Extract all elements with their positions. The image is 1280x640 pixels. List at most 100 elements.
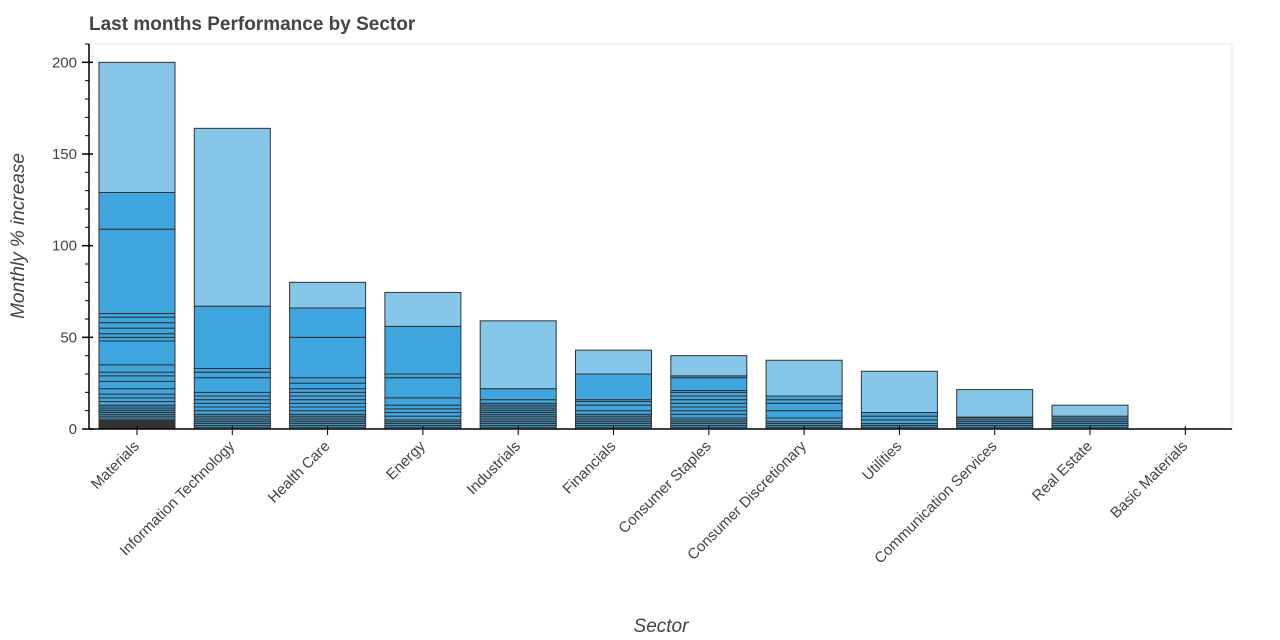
- bar-segment: [860, 370, 938, 413]
- bar-segment: [670, 391, 748, 397]
- bar-information-technology: [193, 127, 271, 430]
- bar-segment: [98, 340, 176, 366]
- bar-segment: [98, 333, 176, 338]
- bar-segment: [193, 402, 271, 408]
- bar-segment: [1051, 404, 1129, 417]
- bar-consumer-staples: [670, 355, 748, 430]
- bar-segment: [193, 377, 271, 393]
- bar-energy: [384, 291, 462, 430]
- bar-segment: [860, 412, 938, 417]
- bar-segment: [193, 391, 271, 397]
- bar-segment: [98, 327, 176, 335]
- bar-segment: [98, 371, 176, 377]
- bar-segment: [670, 406, 748, 412]
- bar-segment: [289, 388, 367, 393]
- bars: [98, 61, 1129, 430]
- bar-segment: [289, 307, 367, 338]
- bar-segment: [98, 397, 176, 403]
- bar-segment: [765, 399, 843, 404]
- bar-segment: [384, 404, 462, 410]
- bar-real-estate: [1051, 404, 1129, 430]
- x-axis-label: Sector: [634, 616, 690, 637]
- bar-segment: [98, 393, 176, 399]
- bar-financials: [575, 349, 652, 430]
- bar-segment: [765, 410, 843, 419]
- y-axis-label: Monthly % increase: [8, 153, 29, 319]
- bar-segment: [98, 192, 176, 230]
- bar-segment: [289, 281, 367, 309]
- bar-industrials: [479, 320, 557, 430]
- bar-segment: [98, 228, 176, 315]
- bar-segment: [670, 410, 748, 415]
- bar-segment: [479, 388, 557, 401]
- bar-segment: [98, 313, 176, 318]
- bar-segment: [98, 388, 176, 395]
- bar-segment: [289, 395, 367, 401]
- bar-segment: [384, 291, 462, 327]
- bar-segment: [765, 359, 843, 397]
- bar-utilities: [860, 370, 938, 430]
- bar-segment: [479, 399, 557, 404]
- y-axis: 0 50 100 150 200: [52, 43, 93, 438]
- bar-segment: [384, 415, 462, 421]
- y-tick-label: 200: [52, 54, 77, 71]
- y-tick-label: 50: [60, 329, 77, 346]
- bar-segment: [765, 395, 843, 401]
- bar-segment: [479, 320, 557, 390]
- bar-segment: [98, 336, 176, 342]
- bar-segment: [289, 336, 367, 379]
- bar-segment: [98, 61, 176, 194]
- bar-segment: [670, 355, 748, 377]
- bar-segment: [670, 399, 748, 404]
- bar-segment: [575, 349, 652, 375]
- bar-segment: [193, 371, 271, 379]
- bar-segment: [575, 410, 652, 415]
- bar-segment: [193, 406, 271, 412]
- bar-segment: [289, 402, 367, 408]
- bar-segment: [765, 417, 843, 423]
- bar-segment: [98, 380, 176, 390]
- bar-segment: [384, 373, 462, 379]
- bar-segment: [98, 316, 176, 324]
- y-tick-label: 100: [52, 238, 77, 255]
- bar-segment: [193, 368, 271, 373]
- bar-segment: [670, 402, 748, 408]
- bar-segment: [289, 382, 367, 390]
- bar-segment: [98, 364, 176, 373]
- bar-segment: [384, 397, 462, 406]
- bar-segment: [384, 412, 462, 417]
- bar-segment: [670, 377, 748, 391]
- bar-segment: [98, 322, 176, 329]
- bar-segment: [575, 401, 652, 406]
- bar-segment: [575, 404, 652, 412]
- bar-segment: [956, 389, 1034, 418]
- bar-communication-services: [956, 389, 1034, 430]
- bar-materials: [98, 61, 176, 430]
- bar-segment: [384, 325, 462, 375]
- chart-title: Last months Performance by Sector: [89, 14, 416, 35]
- bar-segment: [193, 410, 271, 415]
- bar-segment: [289, 406, 367, 412]
- bar-segment: [98, 375, 176, 382]
- bar-segment: [193, 127, 271, 307]
- bar-segment: [289, 391, 367, 397]
- bar-segment: [193, 305, 271, 369]
- bar-segment: [384, 408, 462, 414]
- bar-segment: [575, 373, 652, 401]
- bar-segment: [765, 402, 843, 412]
- bar-segment: [860, 419, 938, 425]
- bar-segment: [193, 399, 271, 404]
- bar-consumer-discretionary: [765, 359, 843, 430]
- y-tick-label: 150: [52, 146, 77, 163]
- bar-segment: [193, 395, 271, 401]
- bar-segment: [860, 415, 938, 421]
- bar-segment: [289, 377, 367, 384]
- bar-segment: [384, 377, 462, 399]
- y-tick-label: 0: [69, 421, 77, 438]
- bar-segment: [670, 413, 748, 419]
- bar-segment: [289, 399, 367, 404]
- bar-segment: [98, 401, 176, 406]
- bar-segment: [289, 410, 367, 415]
